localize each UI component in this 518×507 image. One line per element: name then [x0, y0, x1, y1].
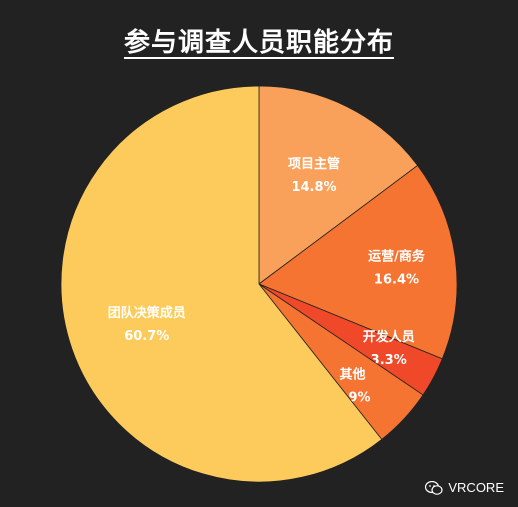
slice-label: 开发人员	[363, 329, 415, 345]
slice-label: 项目主管	[288, 156, 340, 172]
slice-label: 团队决策成员	[108, 305, 186, 321]
pie-slice	[258, 85, 419, 285]
slice-value-label: 16.4%	[374, 272, 419, 287]
slice-value-label: 3.3%	[371, 353, 407, 368]
watermark: VRCORE	[425, 480, 504, 495]
slice-label: 运营/商务	[368, 248, 426, 264]
chart-title-text: 参与调查人员职能分布	[123, 28, 394, 58]
slice-label: 其他	[340, 366, 366, 382]
pie-slice	[60, 85, 383, 483]
wechat-icon	[425, 480, 443, 495]
pie-slice	[258, 164, 458, 360]
watermark-text: VRCORE	[448, 480, 504, 495]
chart-title: 参与调查人员职能分布	[0, 22, 518, 59]
slice-value-label: 14.8%	[291, 180, 336, 195]
slice-value-label: 60.7%	[124, 329, 169, 344]
